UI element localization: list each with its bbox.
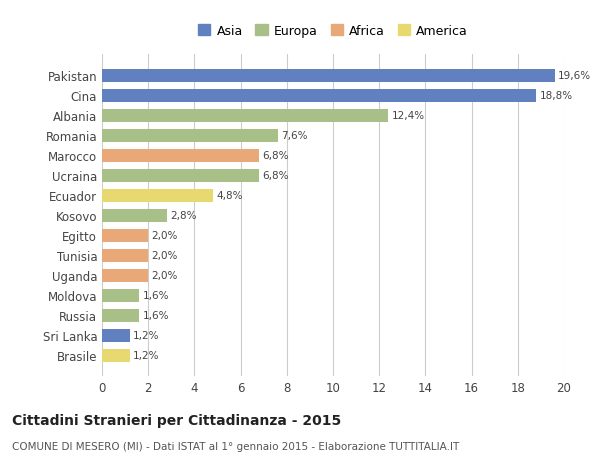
Text: 2,0%: 2,0%	[152, 270, 178, 280]
Text: 6,8%: 6,8%	[263, 151, 289, 161]
Bar	[102, 309, 139, 322]
Bar	[102, 349, 130, 362]
Bar	[102, 70, 555, 83]
Bar	[102, 329, 130, 342]
Bar	[102, 129, 278, 142]
Text: 18,8%: 18,8%	[540, 91, 573, 101]
Bar	[102, 189, 213, 202]
Bar	[102, 90, 536, 102]
Text: 2,0%: 2,0%	[152, 251, 178, 261]
Text: 2,0%: 2,0%	[152, 231, 178, 241]
Text: Cittadini Stranieri per Cittadinanza - 2015: Cittadini Stranieri per Cittadinanza - 2…	[12, 413, 341, 427]
Text: 1,6%: 1,6%	[142, 310, 169, 320]
Bar	[102, 209, 167, 222]
Text: COMUNE DI MESERO (MI) - Dati ISTAT al 1° gennaio 2015 - Elaborazione TUTTITALIA.: COMUNE DI MESERO (MI) - Dati ISTAT al 1°…	[12, 441, 459, 451]
Text: 1,2%: 1,2%	[133, 330, 160, 340]
Text: 19,6%: 19,6%	[558, 71, 592, 81]
Text: 1,2%: 1,2%	[133, 350, 160, 360]
Legend: Asia, Europa, Africa, America: Asia, Europa, Africa, America	[193, 20, 473, 43]
Bar	[102, 229, 148, 242]
Bar	[102, 169, 259, 182]
Text: 7,6%: 7,6%	[281, 131, 308, 141]
Text: 2,8%: 2,8%	[170, 211, 197, 221]
Text: 12,4%: 12,4%	[392, 111, 425, 121]
Bar	[102, 269, 148, 282]
Bar	[102, 150, 259, 162]
Text: 1,6%: 1,6%	[142, 291, 169, 301]
Bar	[102, 110, 388, 123]
Text: 4,8%: 4,8%	[217, 191, 243, 201]
Bar	[102, 289, 139, 302]
Bar	[102, 249, 148, 262]
Text: 6,8%: 6,8%	[263, 171, 289, 181]
